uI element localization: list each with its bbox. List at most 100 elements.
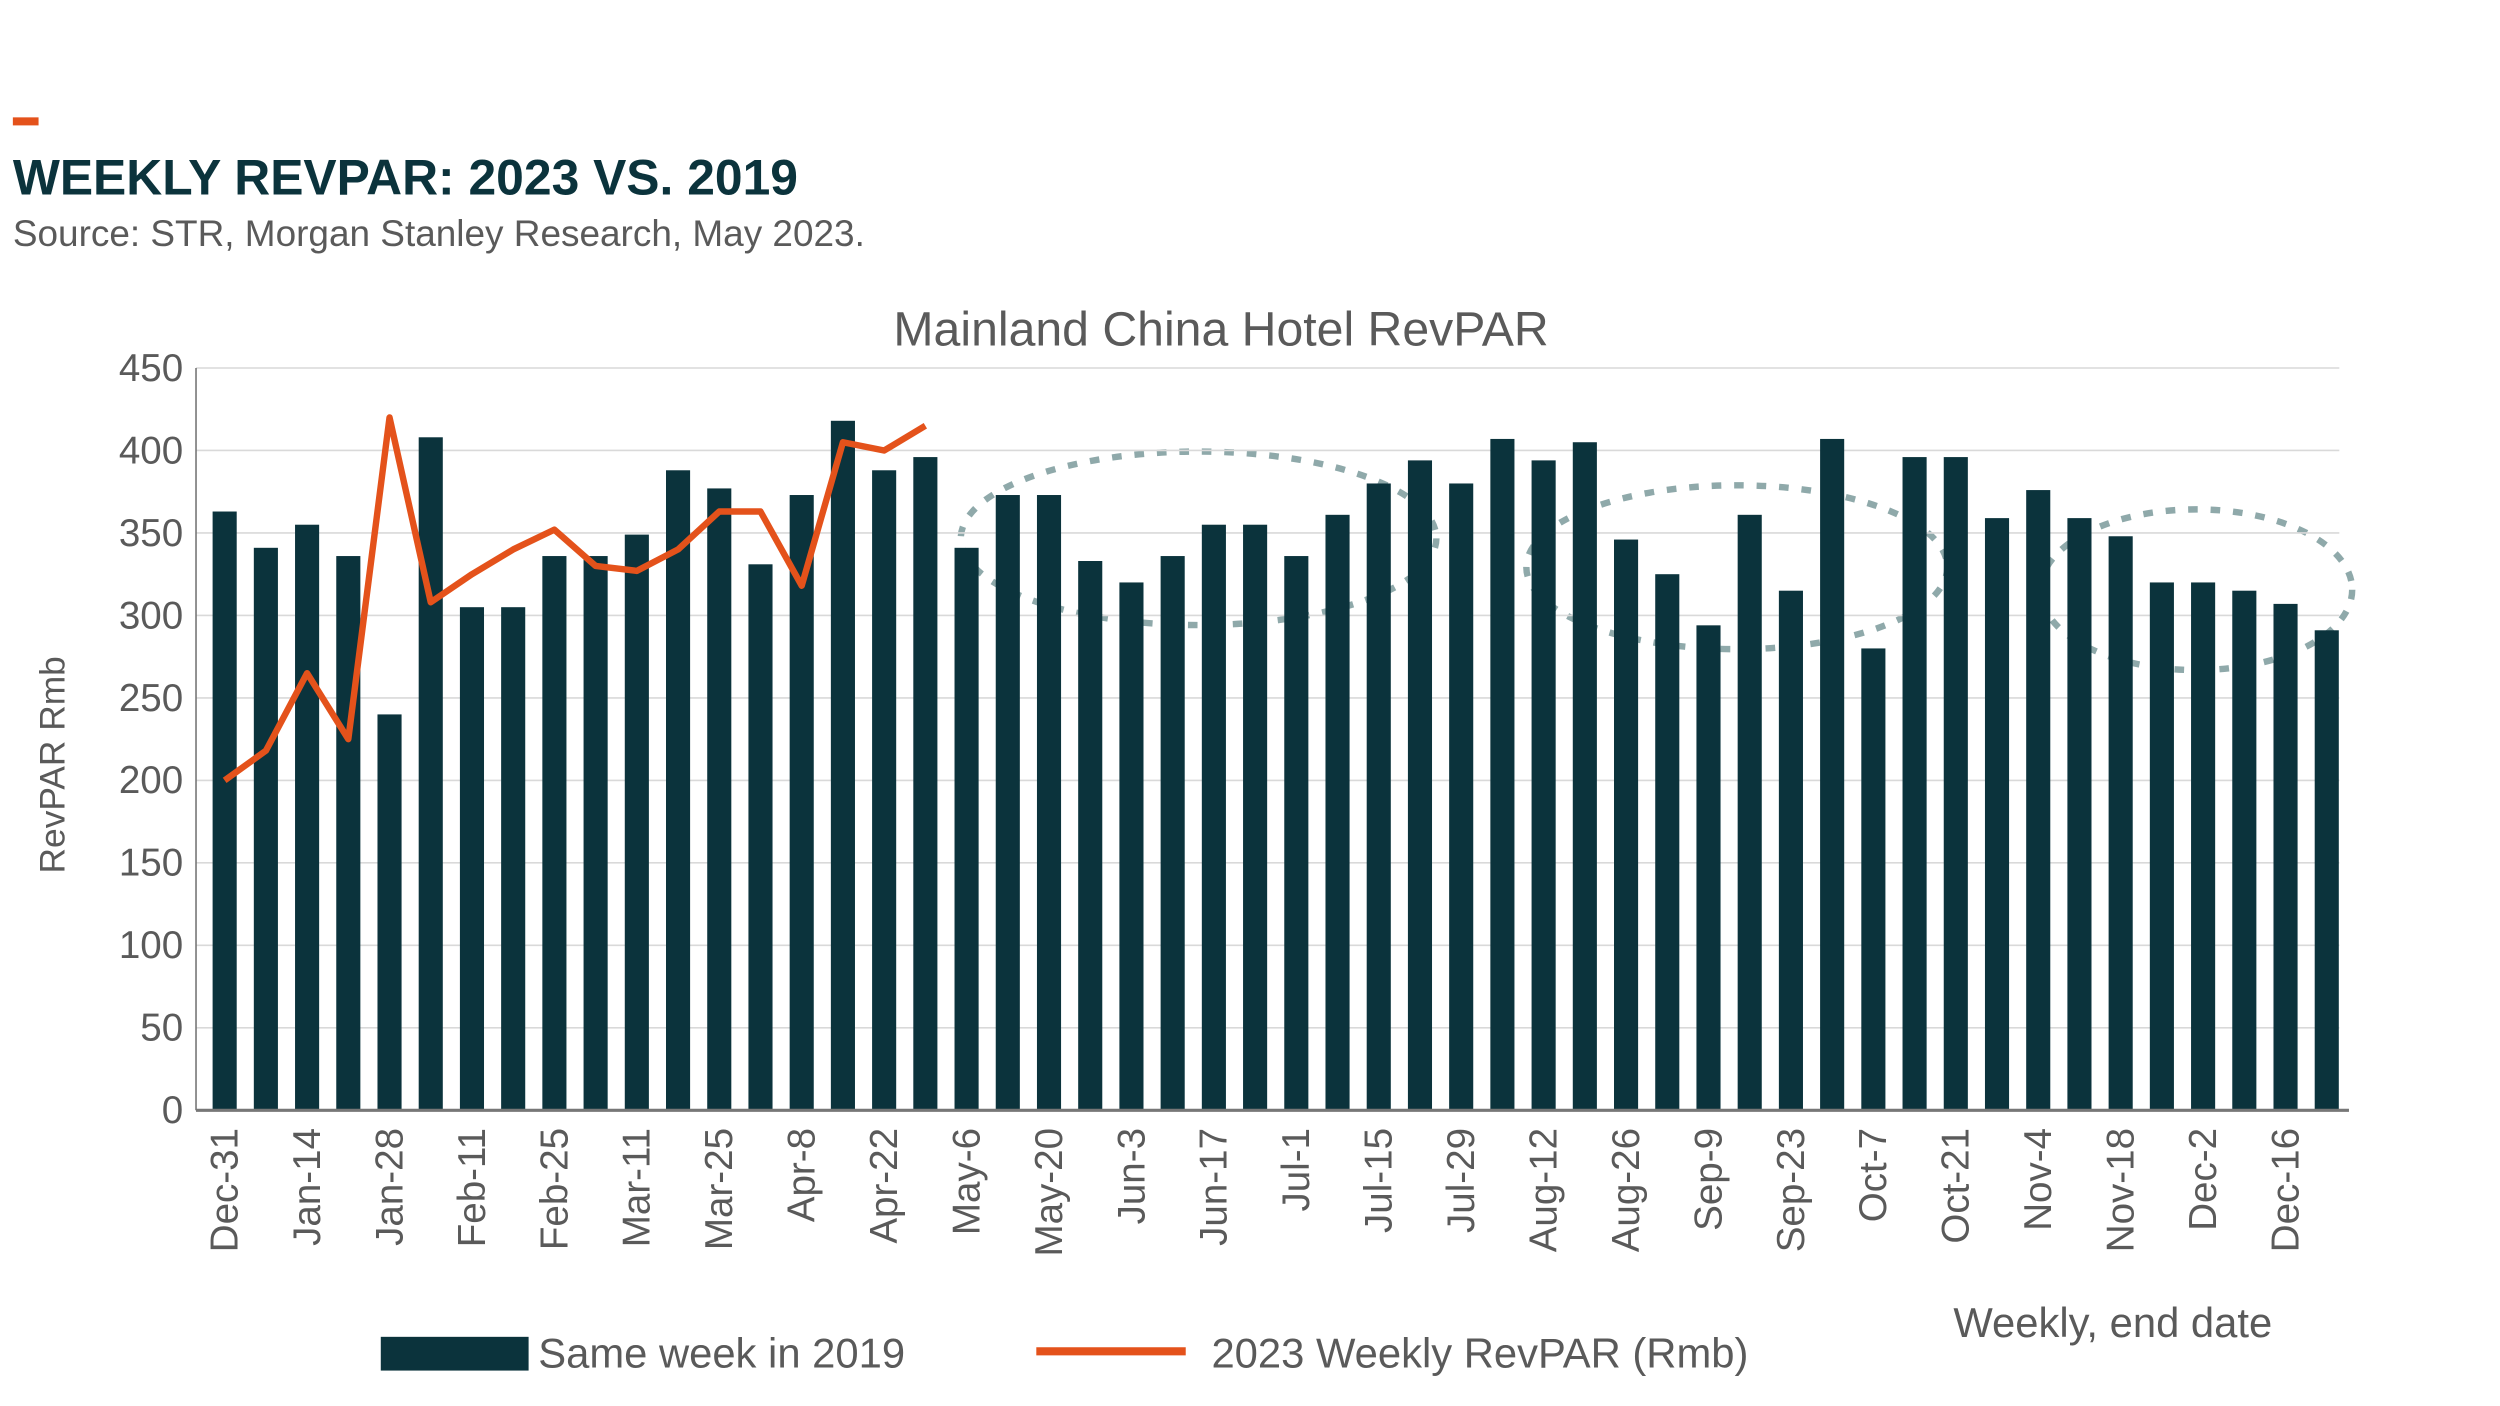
bar bbox=[872, 470, 897, 1111]
highlight-ellipse bbox=[2037, 506, 2356, 674]
bar bbox=[2314, 630, 2339, 1111]
y-tick-label: 450 bbox=[119, 347, 183, 390]
bar bbox=[418, 437, 443, 1111]
accent bbox=[12, 117, 39, 126]
bar bbox=[666, 470, 691, 1111]
y-tick-label: 350 bbox=[119, 512, 183, 555]
bar bbox=[2149, 582, 2174, 1111]
y-tick-label: 400 bbox=[119, 429, 183, 472]
bar bbox=[954, 547, 979, 1111]
bar bbox=[1325, 514, 1350, 1111]
x-tick-label: Feb-25 bbox=[533, 1128, 576, 1250]
bar bbox=[830, 420, 855, 1111]
bar bbox=[2191, 582, 2216, 1111]
bar bbox=[913, 457, 938, 1111]
x-tick-label: Jun-17 bbox=[1193, 1128, 1236, 1246]
x-tick-label: Jan-28 bbox=[368, 1128, 411, 1246]
bar bbox=[253, 547, 278, 1111]
bar bbox=[624, 534, 649, 1111]
bar bbox=[1366, 483, 1391, 1111]
bar bbox=[336, 556, 361, 1111]
line bbox=[222, 414, 928, 783]
bar bbox=[542, 556, 567, 1111]
x-tick-label: Dec-31 bbox=[204, 1128, 247, 1252]
bar bbox=[1902, 457, 1927, 1111]
title: WEEKLY REVPAR: 2023 VS. 2019 bbox=[13, 149, 798, 205]
bar bbox=[1490, 438, 1515, 1111]
y-tick-label: 300 bbox=[119, 594, 183, 637]
source: Source: STR, Morgan Stanley Research, Ma… bbox=[13, 213, 865, 254]
x-tick-label: Dec-2 bbox=[2182, 1128, 2225, 1231]
bar bbox=[1036, 495, 1062, 1111]
bar bbox=[1614, 539, 1639, 1111]
y-tick-label: 200 bbox=[119, 759, 183, 802]
y-tick-label: 0 bbox=[162, 1089, 183, 1132]
x-tick-label: Aug-12 bbox=[1522, 1128, 1565, 1252]
bar bbox=[707, 488, 732, 1111]
bar bbox=[212, 511, 237, 1111]
bar bbox=[1201, 524, 1226, 1111]
bar bbox=[501, 607, 526, 1111]
x-tick-label: Oct-21 bbox=[1935, 1128, 1978, 1244]
x-axis-label: Weekly, end date bbox=[1953, 1299, 2272, 1346]
x-tick-label: May-6 bbox=[945, 1128, 988, 1235]
legend-label: Same week in 2019 bbox=[538, 1329, 905, 1376]
plot: 0 50 100 150 200 250 300 350 400 450 Dec-31 Jan-14 J… bbox=[119, 347, 2349, 1257]
bar bbox=[583, 556, 608, 1111]
bar bbox=[2232, 590, 2257, 1111]
bar bbox=[1449, 483, 1474, 1111]
bar bbox=[1407, 460, 1433, 1111]
x-tick-label: Dec-16 bbox=[2264, 1128, 2307, 1252]
legend-swatch bbox=[380, 1336, 529, 1371]
highlight-ellipse bbox=[957, 448, 1440, 629]
bar bbox=[748, 564, 773, 1111]
bar bbox=[1160, 556, 1185, 1111]
chart-title: Mainland China Hotel RevPAR bbox=[893, 303, 1548, 357]
bar bbox=[2273, 603, 2298, 1111]
bar bbox=[1696, 625, 1721, 1111]
bar bbox=[2026, 490, 2051, 1111]
bar bbox=[2067, 518, 2092, 1111]
y-tick-label: 50 bbox=[140, 1007, 183, 1050]
bar bbox=[1655, 574, 1680, 1111]
bar bbox=[1861, 648, 1886, 1111]
x-tick-label: Jul-1 bbox=[1275, 1128, 1318, 1212]
bar bbox=[995, 495, 1020, 1111]
bar bbox=[295, 524, 320, 1111]
bar bbox=[377, 714, 402, 1111]
x-tick-label: Sep-9 bbox=[1687, 1128, 1730, 1231]
x-tick-label: Nov-4 bbox=[2017, 1128, 2060, 1231]
bar bbox=[1531, 460, 1556, 1111]
y-tick-label: 250 bbox=[119, 677, 183, 720]
x-tick-label: Sep-23 bbox=[1770, 1128, 1813, 1252]
bar bbox=[1243, 524, 1268, 1111]
y-axis-label: RevPAR Rmb bbox=[33, 656, 72, 873]
x-tick-label: Aug-26 bbox=[1605, 1128, 1648, 1252]
bar bbox=[1984, 518, 2010, 1111]
bar bbox=[459, 607, 485, 1111]
bar bbox=[789, 495, 814, 1111]
bar bbox=[1284, 556, 1309, 1111]
bar bbox=[1820, 438, 1845, 1111]
x-tick-label: Oct-7 bbox=[1852, 1128, 1895, 1222]
x-tick-label: Jul-15 bbox=[1358, 1128, 1401, 1233]
bar bbox=[2108, 536, 2133, 1111]
bar bbox=[1737, 514, 1762, 1111]
x-tick-label: Mar-11 bbox=[616, 1128, 659, 1247]
legend-label: 2023 Weekly RevPAR (Rmb) bbox=[1211, 1329, 1748, 1376]
bar bbox=[1078, 561, 1103, 1111]
y-tick-label: 150 bbox=[119, 842, 183, 885]
x-tick-label: Apr-8 bbox=[781, 1128, 824, 1222]
y-tick-label: 100 bbox=[119, 924, 183, 967]
x-tick-label: Jan-14 bbox=[286, 1128, 329, 1246]
bar bbox=[1572, 442, 1597, 1111]
x-tick-label: Mar-25 bbox=[698, 1128, 741, 1250]
x-tick-label: May-20 bbox=[1028, 1128, 1071, 1257]
bar bbox=[1119, 582, 1144, 1111]
bar bbox=[1943, 457, 1968, 1111]
x-tick-label: Jun-3 bbox=[1110, 1128, 1153, 1224]
bar bbox=[1778, 590, 1803, 1111]
x-tick-label: Apr-22 bbox=[863, 1128, 906, 1244]
x-tick-label: Feb-11 bbox=[451, 1128, 494, 1247]
